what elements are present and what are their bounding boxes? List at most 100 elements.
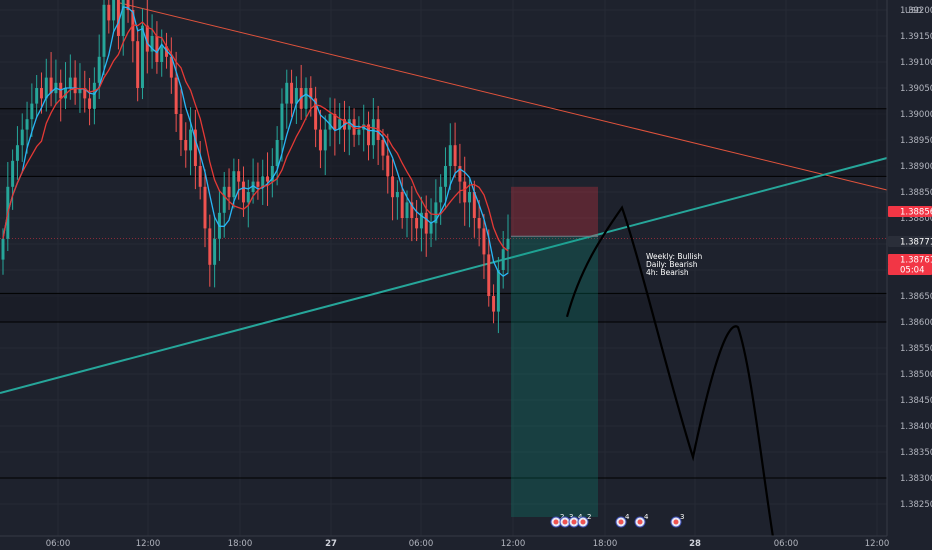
candle-body	[39, 88, 43, 99]
candle-body	[261, 176, 265, 187]
candle-body	[102, 4, 106, 57]
price-label-box	[888, 254, 932, 265]
descending-trendline	[119, 2, 888, 191]
trendlines	[0, 2, 888, 394]
candle-body	[136, 41, 140, 88]
candle-body	[367, 124, 371, 146]
moving-averages	[2, 6, 509, 278]
price-tick-label: 1.38300	[900, 474, 932, 484]
price-tick-label: 1.38650	[900, 292, 932, 302]
candle-body	[472, 192, 476, 218]
event-badge-icon	[580, 519, 586, 525]
price-tick-label: 1.38600	[900, 318, 932, 328]
candle-body	[468, 192, 472, 203]
time-tick-label: 27	[325, 539, 337, 549]
price-tick-label: 1.39200	[900, 6, 932, 16]
candle-body	[68, 77, 72, 88]
price-tick-label: 1.38800	[900, 214, 932, 224]
candle-body	[309, 88, 313, 99]
price-label-box	[888, 236, 932, 247]
bias-annotation-line: 4h: Bearish	[646, 268, 689, 277]
candle-body	[477, 218, 481, 229]
candle-body	[155, 36, 159, 62]
candle-body	[227, 186, 231, 198]
event-badge-icon	[637, 519, 643, 525]
take-profit-zone	[511, 236, 598, 517]
currency-label: USD	[905, 6, 922, 15]
candle-body	[424, 212, 428, 234]
range-zones	[0, 108, 887, 322]
candle-body	[174, 77, 178, 114]
price-tick-label: 1.38450	[900, 396, 932, 406]
event-badge-count: 4	[578, 513, 583, 521]
event-badge-count: 3	[569, 513, 573, 521]
range-zone	[0, 108, 887, 177]
candle-body	[381, 140, 385, 156]
price-tick-label: 1.38350	[900, 448, 932, 458]
candle-body	[434, 202, 438, 224]
price-tick-label: 1.39100	[900, 58, 932, 68]
candle-body	[275, 140, 279, 166]
candle-body	[357, 129, 361, 135]
event-badge-icon	[553, 519, 559, 525]
time-tick-label: 28	[689, 539, 701, 549]
candle-body	[179, 114, 183, 140]
bias-annotation-line: Weekly: Bullish	[646, 252, 702, 261]
candle-body	[73, 77, 77, 94]
candle-body	[256, 181, 260, 187]
projected-path-drawing	[565, 205, 777, 550]
time-tick-label: 12:00	[501, 539, 526, 549]
time-axis[interactable]	[0, 536, 932, 550]
price-tick-label: 1.38250	[900, 500, 932, 510]
projected-path	[565, 205, 777, 550]
candle-body	[458, 166, 462, 182]
price-label-box	[888, 264, 932, 275]
price-tick-label: 1.39150	[900, 32, 932, 42]
price-tick-label: 1.38950	[900, 136, 932, 146]
time-tick-label: 12:00	[136, 539, 161, 549]
candle-body	[88, 98, 92, 109]
candle-body	[294, 88, 298, 104]
candle-body	[463, 181, 467, 203]
candle-body	[121, 0, 125, 36]
time-tick-label: 12:00	[865, 539, 890, 549]
short-position-tool[interactable]	[511, 186, 598, 517]
candle-body	[160, 46, 164, 62]
horizontal-levels	[0, 108, 887, 479]
candle-body	[328, 114, 332, 130]
candle-body	[237, 171, 241, 182]
event-badge-count: 2	[587, 513, 591, 521]
candle-body	[371, 119, 375, 146]
event-badge-icon	[618, 519, 624, 525]
candle-body	[338, 119, 342, 130]
candle-body	[92, 82, 96, 109]
candle-body	[400, 192, 404, 218]
candle-body	[246, 192, 250, 203]
candle-body	[140, 25, 144, 89]
candle-body	[1, 238, 5, 260]
price-tick-label: 1.38500	[900, 370, 932, 380]
price-label-text: 1.38856	[900, 208, 932, 218]
candle-body	[270, 166, 274, 182]
candle-body	[150, 36, 154, 52]
candle-body	[482, 228, 486, 255]
price-tick-label: 1.38550	[900, 344, 932, 354]
stop-loss-zone	[511, 186, 598, 237]
candle-body	[487, 254, 491, 296]
price-tick-label: 1.39000	[900, 110, 932, 120]
candle-body	[492, 296, 496, 312]
candle-body	[78, 88, 82, 94]
time-tick-label: 06:00	[46, 539, 71, 549]
time-axis-ticks: 06:00 12:00 18:00 27 06:00 12:00 18:00 28 06:00 1…	[46, 539, 890, 549]
candle-body	[208, 228, 212, 265]
candle-body	[386, 155, 390, 177]
event-badge-count: 4	[644, 513, 649, 521]
candle-body	[193, 129, 197, 166]
candle-body	[145, 25, 149, 52]
ascending-trendline	[0, 157, 888, 394]
candle-body	[318, 129, 322, 151]
candle-body	[97, 56, 101, 83]
